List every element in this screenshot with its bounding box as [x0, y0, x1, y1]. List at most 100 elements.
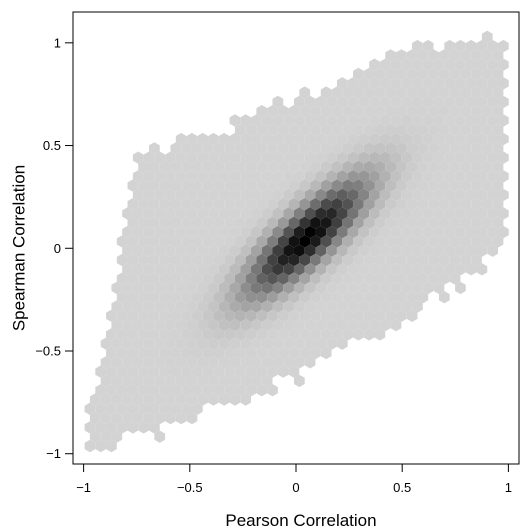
x-axis: −1 −0.5 0 0.5 1: [76, 464, 512, 495]
hex-cell: [406, 49, 418, 62]
hex-cell: [95, 421, 107, 434]
hex-cell: [310, 142, 321, 155]
hex-cell: [449, 67, 461, 81]
hex-cell: [465, 188, 477, 202]
hex-cell: [170, 160, 182, 174]
hex-cell: [261, 337, 273, 350]
hex-cell: [181, 346, 192, 360]
hex-cell: [229, 114, 241, 127]
hex-cell: [224, 328, 235, 341]
hex-cell: [315, 300, 327, 313]
hex-cell: [363, 198, 375, 211]
hex-cell: [492, 67, 504, 81]
hex-cell: [149, 384, 160, 397]
hex-cell: [465, 207, 477, 220]
hex-cell: [288, 160, 300, 174]
hex-cell: [481, 105, 493, 118]
hex-cell: [208, 132, 219, 146]
hex-cell: [449, 179, 461, 192]
hex-cell: [181, 198, 192, 211]
hex-cell: [100, 411, 112, 425]
hex-cell: [299, 346, 311, 360]
hex-cell: [181, 384, 192, 397]
hex-cell: [331, 309, 343, 322]
hex-cell: [444, 188, 456, 202]
hex-cell: [277, 272, 289, 285]
hex-cell: [202, 291, 214, 304]
hex-cell: [240, 374, 252, 388]
hex-cell: [224, 160, 235, 174]
hex-cell: [138, 253, 149, 267]
hex-cell: [267, 123, 278, 136]
hex-cell: [304, 300, 316, 313]
hex-cell: [132, 337, 144, 350]
hex-cell: [186, 170, 198, 183]
hex-cell: [465, 39, 477, 53]
hex-cell: [476, 151, 488, 164]
hex-cell: [433, 95, 445, 109]
hex-cell: [277, 160, 289, 174]
hex-cell: [283, 225, 294, 239]
y-axis: −1 −0.5 0 0.5 1: [35, 35, 73, 461]
hex-cell: [218, 263, 230, 276]
hex-cell: [240, 132, 252, 146]
hex-cell: [320, 105, 332, 118]
hex-cell: [353, 179, 364, 192]
hex-cell: [304, 244, 316, 257]
hex-cell: [293, 374, 305, 388]
hex-cell: [455, 207, 466, 220]
hex-cell: [95, 439, 107, 453]
hex-cell: [363, 142, 375, 155]
hex-cell: [272, 318, 284, 332]
hex-cell: [154, 430, 166, 443]
hex-cell: [106, 365, 117, 378]
hex-cell: [395, 272, 407, 285]
hex-cell: [347, 77, 359, 90]
hex-cell: [261, 244, 273, 257]
hex-cell: [197, 300, 209, 313]
hex-cell: [310, 346, 321, 360]
hex-cell: [191, 402, 203, 415]
hex-cell: [143, 411, 155, 425]
hex-cell: [449, 160, 461, 174]
hex-cell: [385, 179, 396, 192]
hex-cell: [336, 225, 348, 239]
hex-cell: [191, 384, 203, 397]
hex-cell: [342, 123, 354, 136]
hex-cell: [283, 170, 294, 183]
hex-cell: [304, 225, 316, 239]
hex-cell: [234, 179, 246, 192]
hex-cell: [143, 263, 155, 276]
hex-cell: [358, 188, 370, 202]
hex-cell: [336, 244, 348, 257]
hex-cell: [481, 142, 493, 155]
hex-cell: [240, 188, 252, 202]
hex-cell: [299, 179, 311, 192]
hex-cell: [229, 170, 241, 183]
hex-cell: [106, 402, 117, 415]
hex-cell: [417, 253, 429, 267]
hex-cell: [481, 235, 493, 248]
hex-cell: [256, 253, 268, 267]
hex-cell: [310, 123, 321, 136]
hex-cell: [186, 393, 198, 406]
hex-cell: [449, 235, 461, 248]
hex-cell: [299, 328, 311, 341]
hex-cell: [310, 235, 321, 248]
hex-cell: [240, 393, 252, 406]
hex-cell: [186, 374, 198, 388]
hex-cell: [455, 281, 466, 295]
hex-cell: [320, 291, 332, 304]
hex-cell: [127, 328, 139, 341]
hex-cell: [374, 216, 386, 229]
hex-cell: [143, 356, 155, 369]
y-tick-label: 1: [54, 35, 61, 50]
hex-cell: [422, 77, 434, 90]
hex-cell: [272, 337, 284, 350]
hex-cell: [272, 300, 284, 313]
hex-cell: [127, 365, 139, 378]
hex-cell: [315, 170, 327, 183]
hex-cell: [498, 188, 509, 202]
hex-cell: [395, 49, 407, 62]
hex-cell: [202, 272, 214, 285]
